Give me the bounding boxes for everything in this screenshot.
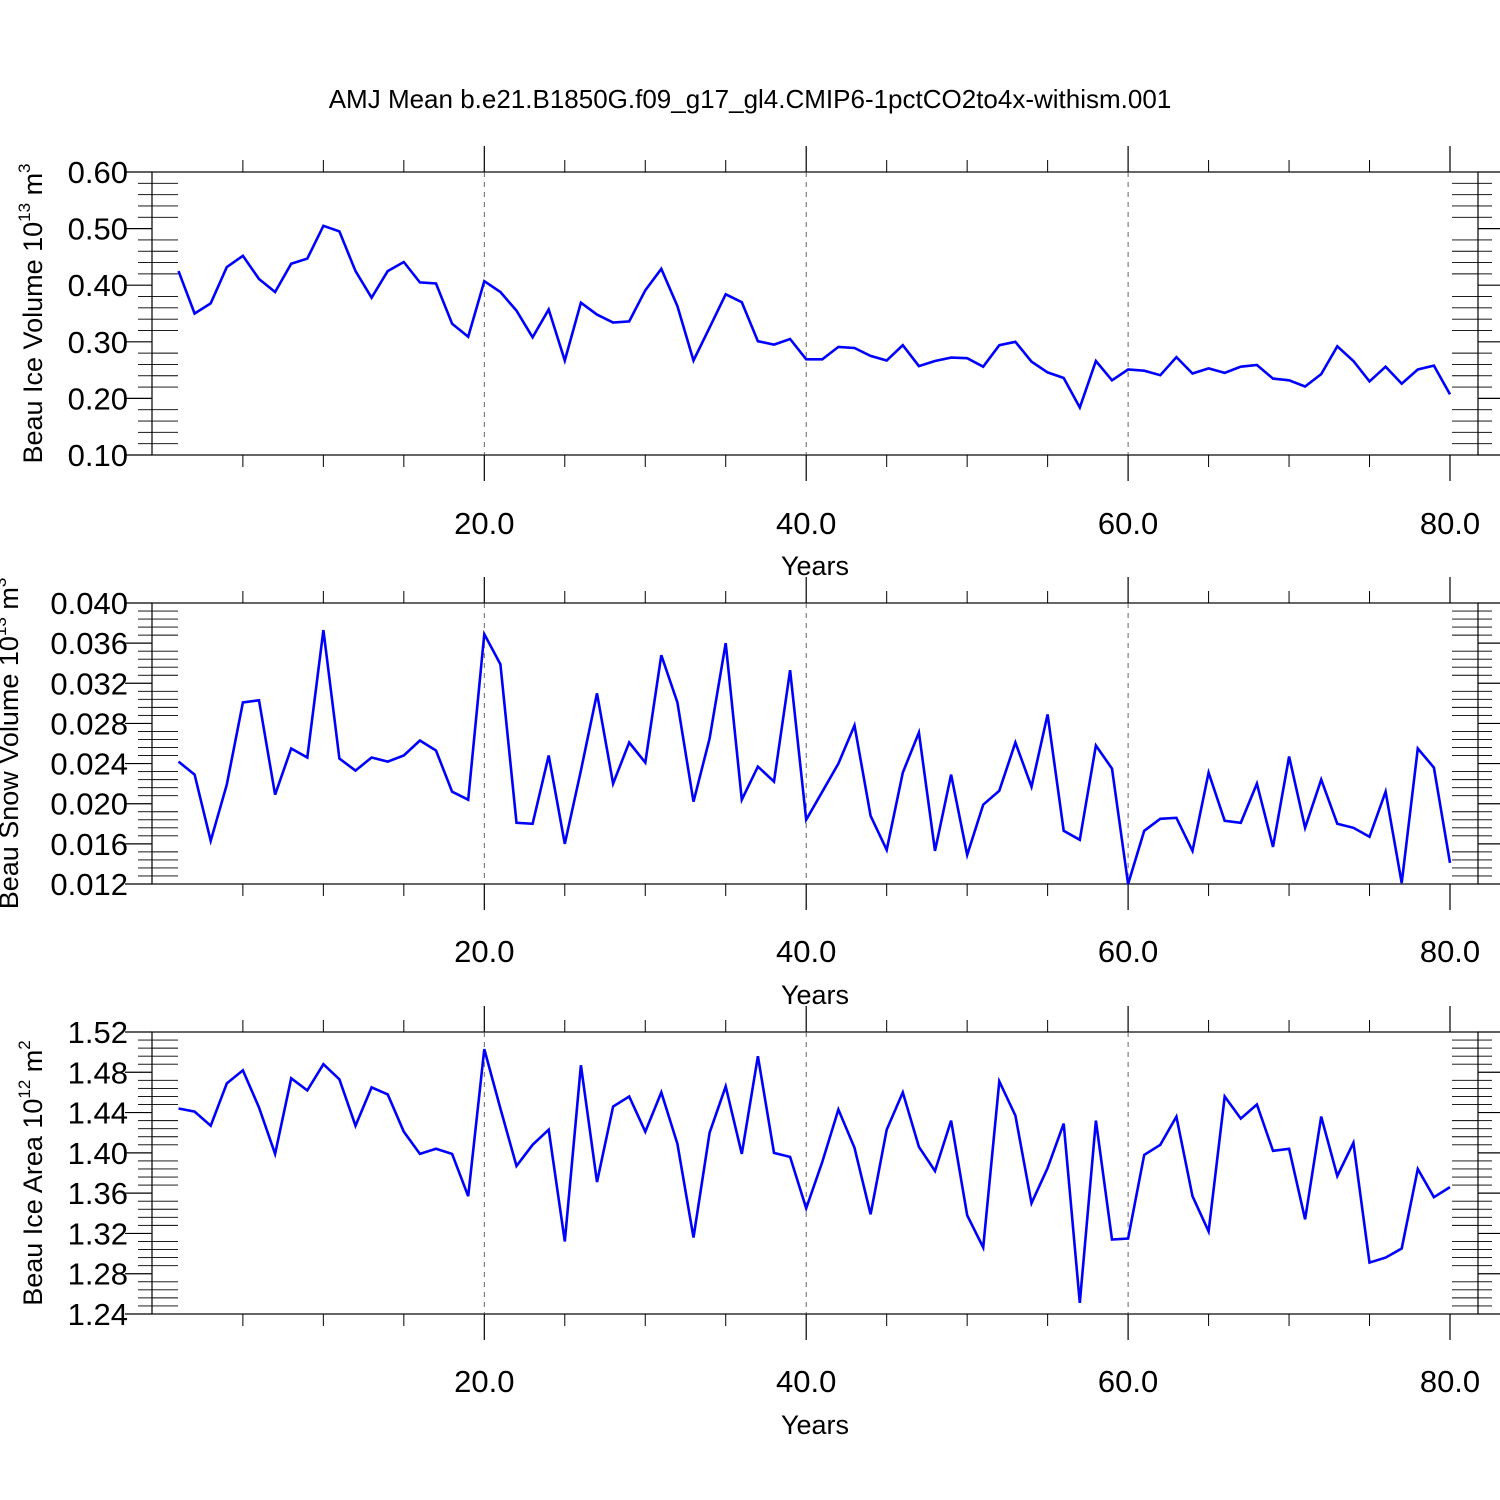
panel-1: 20.0 40.0 60.0 80.0 Years 0.10 0.20 0.30 0.40 0.5… (15, 146, 1500, 581)
y-label-text: Beau Ice Area 10 (18, 1099, 48, 1306)
x-axis-label: Years (781, 1410, 849, 1440)
x-tick-label: 80.0 (1420, 934, 1480, 969)
y-tick-label: 0.040 (50, 586, 128, 621)
y-tick-label: 1.52 (68, 1015, 128, 1050)
y-label-exponent: 12 (15, 1080, 34, 1099)
y-label-unit: m (18, 173, 48, 203)
x-tick-label: 60.0 (1098, 506, 1158, 541)
y-tick-label: 1.44 (68, 1096, 128, 1131)
x-tick-label: 60.0 (1098, 1364, 1158, 1399)
plot-frame (151, 602, 1479, 885)
y-tick-label: 0.036 (50, 626, 128, 661)
x-tick-label: 40.0 (776, 506, 836, 541)
x-tick-label: 40.0 (776, 1364, 836, 1399)
y-label-text: Beau Ice Volume 10 (18, 222, 48, 464)
plot-frame (151, 1031, 1479, 1315)
y-label-text: Beau Snow Volume 10 (0, 636, 24, 909)
panel-2: 20.0 40.0 60.0 80.0 Years 0.012 0.016 0.020 0.02… (0, 577, 1500, 1010)
series-line (177, 224, 1452, 411)
y-tick-label: 0.30 (68, 325, 128, 360)
y-tick-label: 0.012 (50, 867, 128, 902)
y-label-unit-exponent: 3 (0, 578, 10, 587)
x-tick-label: 20.0 (454, 1364, 514, 1399)
y-label-exponent: 13 (15, 203, 34, 222)
y-tick-label: 1.36 (68, 1176, 128, 1211)
y-tick-label: 0.020 (50, 787, 128, 822)
y-label-exponent: 13 (0, 617, 10, 636)
y-tick-label: 1.32 (68, 1216, 128, 1251)
y-label-unit: m (18, 1050, 48, 1080)
y-tick-label: 0.032 (50, 666, 128, 701)
x-axis-label: Years (781, 980, 849, 1010)
y-tick-label: 0.028 (50, 706, 128, 741)
x-tick-label: 20.0 (454, 506, 514, 541)
y-tick-label: 0.10 (68, 438, 128, 473)
x-tick-label: 60.0 (1098, 934, 1158, 969)
y-tick-label: 0.024 (50, 747, 128, 782)
x-tick-label: 20.0 (454, 934, 514, 969)
y-tick-label: 0.60 (68, 155, 128, 190)
figure-title: AMJ Mean b.e21.B1850G.f09_g17_gl4.CMIP6-… (328, 84, 1172, 114)
y-label-unit-exponent: 3 (15, 163, 34, 172)
x-tick-label: 80.0 (1420, 506, 1480, 541)
y-tick-label: 0.40 (68, 268, 128, 303)
y-tick-label: 0.20 (68, 381, 128, 416)
y-axis-label: Beau Ice Area 1012 m2 (15, 1040, 48, 1306)
y-axis-label: Beau Ice Volume 1013 m3 (15, 163, 48, 463)
x-tick-label: 80.0 (1420, 1364, 1480, 1399)
series-line (178, 1048, 1451, 1304)
y-tick-label: 0.50 (68, 212, 128, 247)
y-axis-label: Beau Snow Volume 1013 m3 (0, 578, 24, 910)
series-line (177, 629, 1452, 885)
x-axis-label: Years (781, 551, 849, 581)
y-tick-label: 1.40 (68, 1136, 128, 1171)
plot-frame (151, 171, 1479, 456)
panel-3: 20.0 40.0 60.0 80.0 Years 1.24 1.28 1.32 1.36 1.4… (15, 1006, 1500, 1440)
y-label-unit: m (0, 587, 24, 617)
y-tick-label: 0.016 (50, 827, 128, 862)
y-tick-label: 1.48 (68, 1055, 128, 1090)
x-tick-label: 40.0 (776, 934, 836, 969)
y-label-unit-exponent: 2 (15, 1040, 34, 1049)
y-tick-label: 1.24 (68, 1297, 128, 1332)
y-tick-label: 1.28 (68, 1257, 128, 1292)
